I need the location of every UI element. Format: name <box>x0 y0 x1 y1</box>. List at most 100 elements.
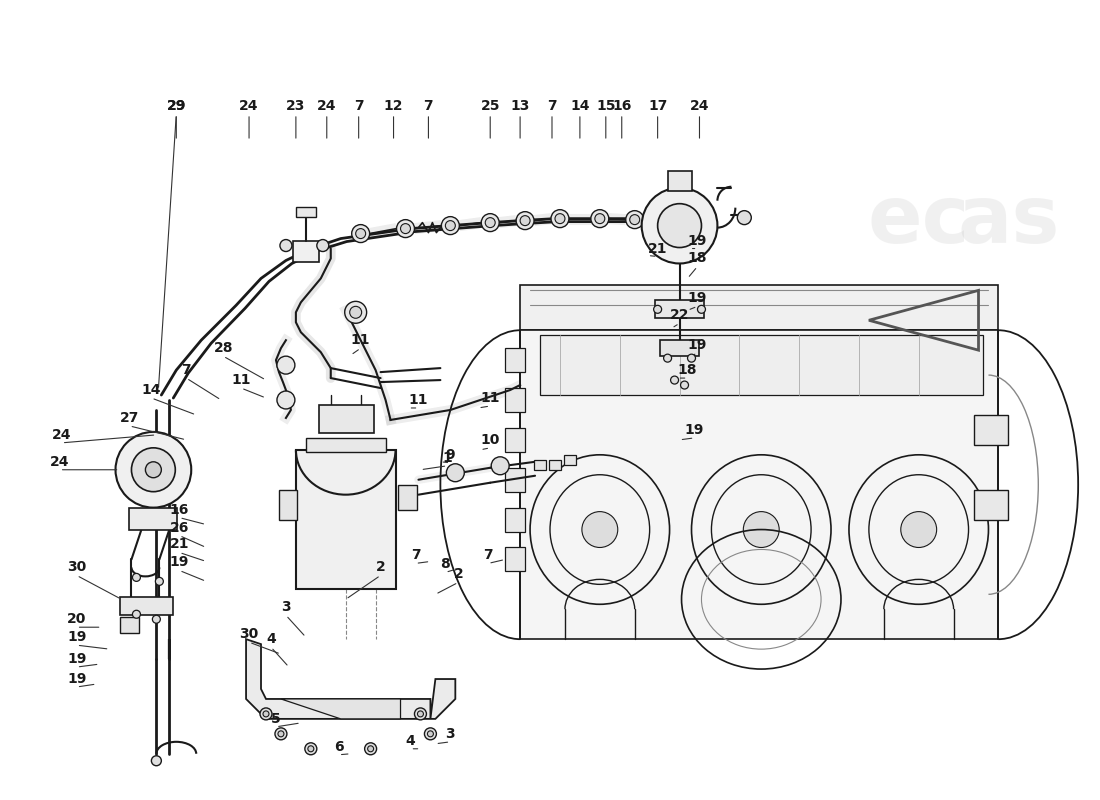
Circle shape <box>277 356 295 374</box>
Text: 29: 29 <box>166 99 186 113</box>
Text: 19: 19 <box>685 423 704 437</box>
Text: 2: 2 <box>376 561 385 574</box>
Text: 18: 18 <box>688 251 707 266</box>
Circle shape <box>446 221 455 230</box>
Circle shape <box>352 225 370 242</box>
Bar <box>130 508 177 530</box>
Circle shape <box>132 448 175 492</box>
Circle shape <box>145 462 162 478</box>
Text: 7: 7 <box>354 99 363 113</box>
Text: 11: 11 <box>231 373 251 387</box>
Text: since 1985: since 1985 <box>705 527 933 631</box>
Circle shape <box>308 746 314 752</box>
Text: 19: 19 <box>67 652 86 666</box>
Circle shape <box>658 204 702 247</box>
Bar <box>974 415 1009 445</box>
Circle shape <box>481 214 499 231</box>
Polygon shape <box>520 286 999 330</box>
Text: 28: 28 <box>213 341 233 355</box>
Text: 3: 3 <box>282 600 290 614</box>
Bar <box>296 450 396 590</box>
Bar <box>540 335 983 395</box>
Text: 18: 18 <box>678 363 697 377</box>
Bar <box>397 485 418 510</box>
Text: 30: 30 <box>240 627 258 641</box>
Bar <box>974 490 1009 519</box>
Text: 22: 22 <box>670 308 690 322</box>
Circle shape <box>582 512 618 547</box>
Circle shape <box>155 578 163 586</box>
Bar <box>564 455 576 465</box>
Text: 19: 19 <box>67 672 86 686</box>
Text: 10: 10 <box>481 433 499 447</box>
Text: 4: 4 <box>406 734 416 748</box>
Bar <box>505 508 525 531</box>
Text: 24: 24 <box>50 454 69 469</box>
Circle shape <box>277 391 295 409</box>
Text: 1: 1 <box>442 450 452 465</box>
Bar <box>505 348 525 372</box>
Text: 17: 17 <box>648 99 668 113</box>
Circle shape <box>641 188 717 263</box>
Text: 21: 21 <box>648 242 668 255</box>
Text: 30: 30 <box>67 561 86 574</box>
Circle shape <box>447 464 464 482</box>
Text: 19: 19 <box>688 234 707 247</box>
Bar <box>505 428 525 452</box>
Polygon shape <box>246 639 455 719</box>
Bar <box>535 460 546 470</box>
Text: 19: 19 <box>688 291 707 306</box>
Circle shape <box>396 220 415 238</box>
Circle shape <box>263 711 270 717</box>
Circle shape <box>260 708 272 720</box>
Circle shape <box>697 306 705 314</box>
Bar <box>505 547 525 571</box>
Text: 21: 21 <box>169 538 189 551</box>
Circle shape <box>441 217 460 234</box>
Circle shape <box>516 212 535 230</box>
Bar <box>120 598 174 615</box>
Text: 24: 24 <box>690 99 710 113</box>
Circle shape <box>350 306 362 318</box>
Circle shape <box>737 210 751 225</box>
Circle shape <box>520 216 530 226</box>
Circle shape <box>132 574 141 582</box>
Text: 20: 20 <box>67 612 86 626</box>
Text: 7: 7 <box>410 549 420 562</box>
Text: 7: 7 <box>424 99 433 113</box>
Text: 7: 7 <box>182 363 191 377</box>
Bar <box>296 206 316 217</box>
Text: 24: 24 <box>52 428 72 442</box>
Text: 13: 13 <box>510 99 530 113</box>
Text: 11: 11 <box>351 334 371 347</box>
Circle shape <box>428 731 433 737</box>
Text: 16: 16 <box>169 502 189 517</box>
Circle shape <box>275 728 287 740</box>
Circle shape <box>400 224 410 234</box>
Circle shape <box>744 512 779 547</box>
Circle shape <box>344 302 366 323</box>
Circle shape <box>656 212 673 230</box>
Text: 7: 7 <box>547 99 557 113</box>
Text: 4: 4 <box>266 632 276 646</box>
Text: as: as <box>957 182 1059 260</box>
Bar <box>319 405 374 433</box>
Text: 9: 9 <box>446 448 455 462</box>
Text: 2: 2 <box>453 567 463 582</box>
Text: 27: 27 <box>120 411 140 425</box>
Text: 14: 14 <box>570 99 590 113</box>
Text: 16: 16 <box>612 99 631 113</box>
Text: 29: 29 <box>166 99 186 113</box>
Text: 11: 11 <box>409 393 428 407</box>
Circle shape <box>653 306 661 314</box>
Bar <box>660 340 700 356</box>
Text: 24: 24 <box>240 99 258 113</box>
Polygon shape <box>280 699 400 719</box>
Text: 15: 15 <box>596 99 616 113</box>
Bar <box>505 468 525 492</box>
Polygon shape <box>520 330 999 639</box>
Circle shape <box>364 743 376 754</box>
Text: 24: 24 <box>317 99 337 113</box>
Circle shape <box>626 210 644 229</box>
Circle shape <box>591 210 608 228</box>
